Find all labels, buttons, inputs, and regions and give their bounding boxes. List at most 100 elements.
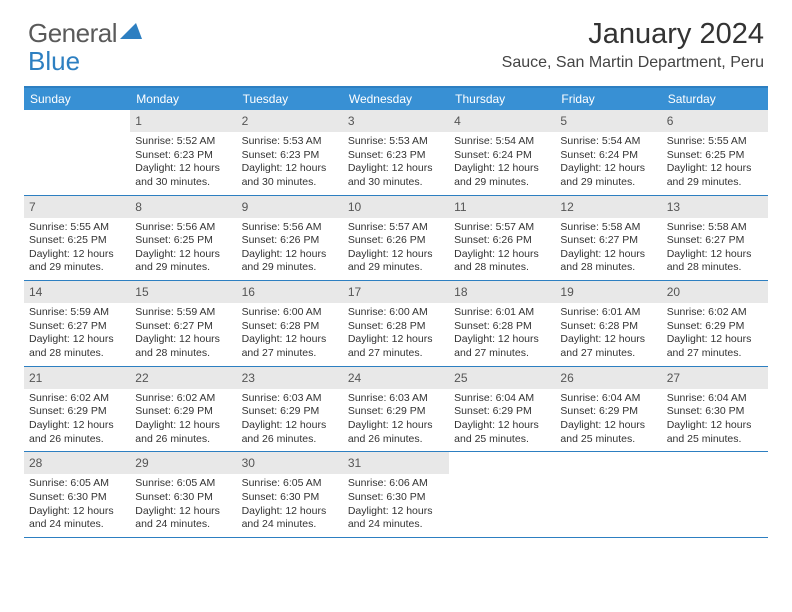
detail-line-dl1: Daylight: 12 hours bbox=[29, 505, 125, 519]
day-detail: Sunrise: 5:58 AMSunset: 6:27 PMDaylight:… bbox=[560, 221, 656, 276]
detail-line-sunrise: Sunrise: 6:01 AM bbox=[454, 306, 550, 320]
day-number-bar: 2 bbox=[237, 110, 343, 132]
detail-line-dl2: and 29 minutes. bbox=[454, 176, 550, 190]
detail-line-sunset: Sunset: 6:28 PM bbox=[454, 320, 550, 334]
day-detail: Sunrise: 5:54 AMSunset: 6:24 PMDaylight:… bbox=[454, 135, 550, 190]
detail-line-sunrise: Sunrise: 5:58 AM bbox=[560, 221, 656, 235]
day-number: 20 bbox=[667, 285, 680, 299]
detail-line-dl2: and 28 minutes. bbox=[454, 261, 550, 275]
calendar-cell: 27Sunrise: 6:04 AMSunset: 6:30 PMDayligh… bbox=[662, 367, 768, 452]
detail-line-sunrise: Sunrise: 5:53 AM bbox=[242, 135, 338, 149]
detail-line-sunset: Sunset: 6:23 PM bbox=[348, 149, 444, 163]
day-detail: Sunrise: 5:55 AMSunset: 6:25 PMDaylight:… bbox=[667, 135, 763, 190]
day-number: 7 bbox=[29, 200, 36, 214]
day-detail: Sunrise: 6:03 AMSunset: 6:29 PMDaylight:… bbox=[348, 392, 444, 447]
day-number-bar: 20 bbox=[662, 281, 768, 303]
calendar-cell: 29Sunrise: 6:05 AMSunset: 6:30 PMDayligh… bbox=[130, 452, 236, 537]
detail-line-sunset: Sunset: 6:29 PM bbox=[454, 405, 550, 419]
calendar-cell: 16Sunrise: 6:00 AMSunset: 6:28 PMDayligh… bbox=[237, 281, 343, 366]
detail-line-dl1: Daylight: 12 hours bbox=[135, 333, 231, 347]
day-detail: Sunrise: 5:52 AMSunset: 6:23 PMDaylight:… bbox=[135, 135, 231, 190]
day-detail: Sunrise: 5:56 AMSunset: 6:26 PMDaylight:… bbox=[242, 221, 338, 276]
detail-line-dl1: Daylight: 12 hours bbox=[560, 162, 656, 176]
day-detail: Sunrise: 5:56 AMSunset: 6:25 PMDaylight:… bbox=[135, 221, 231, 276]
detail-line-sunset: Sunset: 6:24 PM bbox=[560, 149, 656, 163]
calendar-week-row: 28Sunrise: 6:05 AMSunset: 6:30 PMDayligh… bbox=[24, 452, 768, 538]
calendar-cell: 28Sunrise: 6:05 AMSunset: 6:30 PMDayligh… bbox=[24, 452, 130, 537]
detail-line-sunrise: Sunrise: 6:05 AM bbox=[135, 477, 231, 491]
day-number: 25 bbox=[454, 371, 467, 385]
calendar-cell: 31Sunrise: 6:06 AMSunset: 6:30 PMDayligh… bbox=[343, 452, 449, 537]
day-number: 2 bbox=[242, 114, 249, 128]
detail-line-sunrise: Sunrise: 6:01 AM bbox=[560, 306, 656, 320]
calendar-week-row: 21Sunrise: 6:02 AMSunset: 6:29 PMDayligh… bbox=[24, 367, 768, 453]
day-number-bar: 3 bbox=[343, 110, 449, 132]
weekday-label: Friday bbox=[555, 88, 661, 110]
detail-line-sunset: Sunset: 6:26 PM bbox=[242, 234, 338, 248]
detail-line-sunset: Sunset: 6:30 PM bbox=[135, 491, 231, 505]
day-detail: Sunrise: 5:53 AMSunset: 6:23 PMDaylight:… bbox=[242, 135, 338, 190]
detail-line-sunset: Sunset: 6:29 PM bbox=[560, 405, 656, 419]
logo-triangle-icon bbox=[120, 23, 142, 44]
detail-line-dl2: and 29 minutes. bbox=[242, 261, 338, 275]
calendar-body: 1 Sunrise: 5:52 AMSunset: 6:23 PMDaylight… bbox=[24, 110, 768, 538]
day-number: 1 bbox=[135, 114, 142, 128]
day-number-bar: 12 bbox=[555, 196, 661, 218]
logo-text-blue: Blue bbox=[28, 46, 80, 77]
day-number-bar: 14 bbox=[24, 281, 130, 303]
detail-line-sunset: Sunset: 6:24 PM bbox=[454, 149, 550, 163]
detail-line-sunrise: Sunrise: 5:54 AM bbox=[454, 135, 550, 149]
day-number: 27 bbox=[667, 371, 680, 385]
logo: General bbox=[28, 18, 142, 49]
weekday-label: Tuesday bbox=[237, 88, 343, 110]
day-detail: Sunrise: 5:53 AMSunset: 6:23 PMDaylight:… bbox=[348, 135, 444, 190]
day-number: 15 bbox=[135, 285, 148, 299]
detail-line-dl1: Daylight: 12 hours bbox=[135, 505, 231, 519]
detail-line-sunset: Sunset: 6:28 PM bbox=[560, 320, 656, 334]
detail-line-sunset: Sunset: 6:30 PM bbox=[667, 405, 763, 419]
title-block: January 2024 Sauce, San Martin Departmen… bbox=[502, 18, 764, 72]
detail-line-dl2: and 27 minutes. bbox=[560, 347, 656, 361]
detail-line-sunrise: Sunrise: 6:06 AM bbox=[348, 477, 444, 491]
calendar-cell: 18Sunrise: 6:01 AMSunset: 6:28 PMDayligh… bbox=[449, 281, 555, 366]
day-detail: Sunrise: 6:02 AMSunset: 6:29 PMDaylight:… bbox=[29, 392, 125, 447]
detail-line-dl2: and 25 minutes. bbox=[454, 433, 550, 447]
day-number: 23 bbox=[242, 371, 255, 385]
detail-line-dl1: Daylight: 12 hours bbox=[242, 248, 338, 262]
day-number-bar: 4 bbox=[449, 110, 555, 132]
calendar-cell: 15Sunrise: 5:59 AMSunset: 6:27 PMDayligh… bbox=[130, 281, 236, 366]
day-detail: Sunrise: 6:02 AMSunset: 6:29 PMDaylight:… bbox=[135, 392, 231, 447]
detail-line-dl1: Daylight: 12 hours bbox=[454, 248, 550, 262]
day-number: 3 bbox=[348, 114, 355, 128]
weekday-label: Saturday bbox=[662, 88, 768, 110]
detail-line-dl1: Daylight: 12 hours bbox=[560, 248, 656, 262]
day-number-bar: 1 bbox=[130, 110, 236, 132]
weekday-label: Wednesday bbox=[343, 88, 449, 110]
detail-line-dl1: Daylight: 12 hours bbox=[348, 162, 444, 176]
detail-line-sunset: Sunset: 6:26 PM bbox=[454, 234, 550, 248]
calendar-cell: 26Sunrise: 6:04 AMSunset: 6:29 PMDayligh… bbox=[555, 367, 661, 452]
detail-line-dl2: and 29 minutes. bbox=[29, 261, 125, 275]
day-number-bar: 8 bbox=[130, 196, 236, 218]
calendar-cell: 17Sunrise: 6:00 AMSunset: 6:28 PMDayligh… bbox=[343, 281, 449, 366]
day-number-bar: 5 bbox=[555, 110, 661, 132]
calendar-cell: 1 Sunrise: 5:52 AMSunset: 6:23 PMDaylight… bbox=[130, 110, 236, 195]
detail-line-sunrise: Sunrise: 6:03 AM bbox=[242, 392, 338, 406]
detail-line-dl2: and 26 minutes. bbox=[29, 433, 125, 447]
detail-line-dl1: Daylight: 12 hours bbox=[135, 248, 231, 262]
day-detail: Sunrise: 6:00 AMSunset: 6:28 PMDaylight:… bbox=[348, 306, 444, 361]
detail-line-sunrise: Sunrise: 5:58 AM bbox=[667, 221, 763, 235]
detail-line-sunrise: Sunrise: 5:53 AM bbox=[348, 135, 444, 149]
detail-line-sunset: Sunset: 6:30 PM bbox=[242, 491, 338, 505]
day-detail: Sunrise: 6:05 AMSunset: 6:30 PMDaylight:… bbox=[135, 477, 231, 532]
detail-line-sunset: Sunset: 6:27 PM bbox=[29, 320, 125, 334]
day-detail: Sunrise: 5:59 AMSunset: 6:27 PMDaylight:… bbox=[29, 306, 125, 361]
detail-line-dl2: and 28 minutes. bbox=[135, 347, 231, 361]
detail-line-dl1: Daylight: 12 hours bbox=[560, 333, 656, 347]
detail-line-dl1: Daylight: 12 hours bbox=[667, 162, 763, 176]
detail-line-sunset: Sunset: 6:23 PM bbox=[242, 149, 338, 163]
calendar-cell: 10Sunrise: 5:57 AMSunset: 6:26 PMDayligh… bbox=[343, 196, 449, 281]
detail-line-sunrise: Sunrise: 5:56 AM bbox=[242, 221, 338, 235]
day-number-bar: 23 bbox=[237, 367, 343, 389]
detail-line-sunrise: Sunrise: 6:02 AM bbox=[667, 306, 763, 320]
